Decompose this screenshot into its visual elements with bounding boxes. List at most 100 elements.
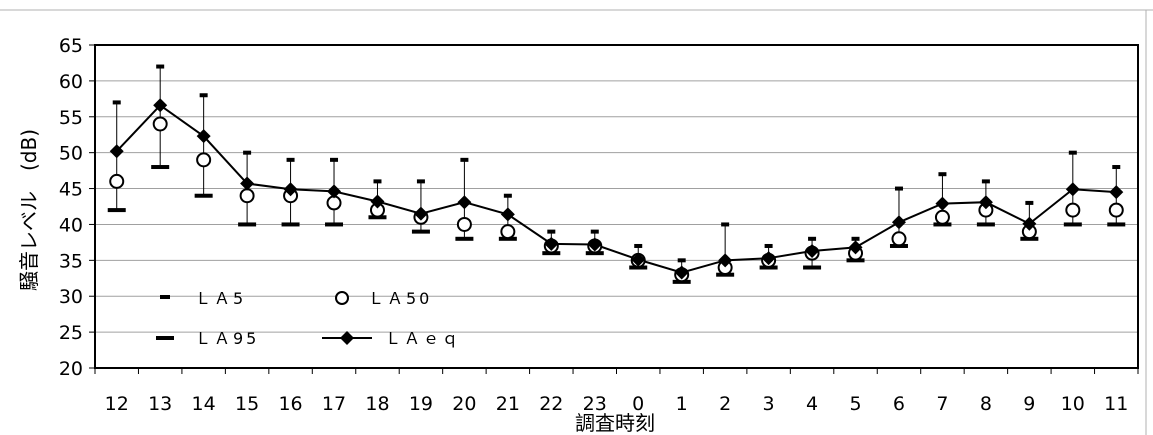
x-tick-label: 0 bbox=[632, 393, 644, 415]
la95-mark bbox=[1063, 222, 1082, 227]
la5-mark bbox=[199, 93, 208, 98]
la5-mark bbox=[156, 64, 165, 69]
laeq-point bbox=[761, 251, 776, 266]
la50-point bbox=[500, 224, 516, 240]
laeq-line bbox=[116, 103, 1117, 274]
la5-mark bbox=[1025, 200, 1034, 205]
x-tick-label: 4 bbox=[806, 393, 818, 415]
laeq-point bbox=[1065, 182, 1080, 197]
laeq-point bbox=[109, 144, 124, 159]
x-tick-label: 11 bbox=[1104, 393, 1128, 415]
grid-lines bbox=[95, 80, 1138, 333]
la50-point bbox=[109, 173, 125, 189]
la50-point bbox=[456, 216, 472, 232]
x-tick-label: 1 bbox=[676, 393, 688, 415]
x-tick-label: 2 bbox=[719, 393, 731, 415]
la95-mark bbox=[194, 193, 213, 198]
laeq-point bbox=[413, 206, 428, 221]
x-tick-label: 18 bbox=[365, 393, 389, 415]
y-axis-title: 騒音レベル (dB) bbox=[17, 129, 41, 291]
la5-mark bbox=[112, 100, 121, 105]
data-marks bbox=[107, 64, 1126, 284]
la5-mark bbox=[590, 229, 599, 234]
legend-label-laeq: ＬＡｅｑ bbox=[385, 329, 461, 348]
y-tick-label: 25 bbox=[59, 322, 83, 344]
laeq-point bbox=[805, 244, 820, 259]
la95-mark bbox=[411, 229, 430, 234]
laeq-point bbox=[153, 98, 168, 113]
x-tick-label: 9 bbox=[1023, 393, 1035, 415]
la95-mark bbox=[325, 222, 344, 227]
laeq-point bbox=[500, 207, 515, 222]
y-tick-label: 35 bbox=[59, 250, 83, 272]
y-tick-label: 55 bbox=[59, 107, 83, 129]
la95-mark bbox=[238, 222, 257, 227]
la95-mark bbox=[455, 236, 474, 241]
la5-mark bbox=[808, 236, 817, 241]
laeq-point bbox=[240, 176, 255, 191]
x-tick-label: 17 bbox=[322, 393, 346, 415]
error-bars bbox=[116, 66, 1117, 282]
la5-mark bbox=[503, 193, 512, 198]
legend-marker-laeq bbox=[340, 331, 354, 345]
la5-mark bbox=[1068, 150, 1077, 155]
laeq-point bbox=[978, 195, 993, 210]
x-tick-label: 14 bbox=[192, 393, 216, 415]
legend-marker-la5 bbox=[160, 295, 170, 299]
la50-point bbox=[1108, 202, 1124, 218]
y-tick-label: 30 bbox=[59, 286, 83, 308]
y-tick-label: 45 bbox=[59, 179, 83, 201]
legend-label-la5: ＬＡ5 bbox=[195, 289, 246, 308]
legend-marker-la50 bbox=[335, 291, 349, 305]
la5-mark bbox=[330, 157, 339, 162]
laeq-point bbox=[327, 184, 342, 199]
la5-mark bbox=[243, 150, 252, 155]
la5-mark bbox=[764, 243, 773, 248]
laeq-point bbox=[457, 195, 472, 210]
la5-mark bbox=[547, 229, 556, 234]
x-tick-label: 16 bbox=[278, 393, 302, 415]
y-tick-label: 50 bbox=[59, 143, 83, 165]
x-axis-ticks: 12 13 14 15 16 17 18 19 20 21 22 23 0 1 2 3 4 5 6 7 8 9 10 11 bbox=[94, 368, 1139, 415]
x-tick-label: 12 bbox=[105, 393, 129, 415]
x-axis-title: 調査時刻 bbox=[575, 411, 655, 435]
la5-mark bbox=[373, 179, 382, 184]
x-tick-label: 13 bbox=[148, 393, 172, 415]
la95-mark bbox=[1107, 222, 1126, 227]
laeq-point bbox=[544, 236, 559, 251]
la50-point bbox=[891, 231, 907, 247]
la95-mark bbox=[281, 222, 300, 227]
legend-label-la95: ＬＡ95 bbox=[195, 329, 259, 348]
y-tick-label: 65 bbox=[59, 35, 83, 57]
la50-point bbox=[196, 152, 212, 168]
la5-mark bbox=[721, 222, 730, 227]
y-tick-label: 20 bbox=[59, 358, 83, 380]
x-tick-label: 5 bbox=[849, 393, 861, 415]
laeq-point bbox=[1022, 216, 1037, 231]
la95-mark bbox=[107, 208, 126, 213]
la95-mark bbox=[151, 165, 170, 170]
laeq-point bbox=[587, 237, 602, 252]
laeq-point bbox=[370, 194, 385, 209]
x-tick-label: 21 bbox=[496, 393, 520, 415]
la50-point bbox=[239, 188, 255, 204]
la50-point bbox=[1065, 202, 1081, 218]
x-tick-label: 15 bbox=[235, 393, 259, 415]
la50-point bbox=[152, 116, 168, 132]
x-tick-label: 23 bbox=[583, 393, 607, 415]
x-tick-label: 10 bbox=[1061, 393, 1085, 415]
y-axis-ticks: 20 25 30 35 40 45 50 55 60 65 bbox=[59, 35, 95, 380]
x-tick-label: 22 bbox=[539, 393, 563, 415]
laeq-point bbox=[718, 253, 733, 268]
y-tick-label: 60 bbox=[59, 71, 83, 93]
laeq-point bbox=[1109, 185, 1124, 200]
laeq-point bbox=[196, 129, 211, 144]
la5-mark bbox=[938, 172, 947, 177]
la5-mark bbox=[634, 243, 643, 248]
la50-point bbox=[934, 209, 950, 225]
legend-label-la50: ＬＡ50 bbox=[368, 289, 432, 308]
x-tick-label: 19 bbox=[409, 393, 433, 415]
la5-mark bbox=[286, 157, 295, 162]
la5-mark bbox=[981, 179, 990, 184]
